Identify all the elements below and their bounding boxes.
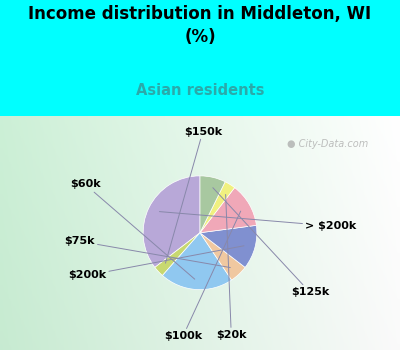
Wedge shape <box>162 233 232 289</box>
Wedge shape <box>200 182 235 233</box>
Wedge shape <box>200 225 257 267</box>
Text: $125k: $125k <box>213 188 329 298</box>
Wedge shape <box>200 176 225 233</box>
Text: $20k: $20k <box>216 195 246 340</box>
Wedge shape <box>200 233 245 280</box>
Text: $150k: $150k <box>166 126 222 263</box>
Text: $200k: $200k <box>68 246 244 280</box>
Text: ● City-Data.com: ● City-Data.com <box>287 139 369 149</box>
Wedge shape <box>155 233 200 275</box>
Text: Income distribution in Middleton, WI
(%): Income distribution in Middleton, WI (%) <box>28 5 372 46</box>
Text: $60k: $60k <box>70 180 195 279</box>
Text: $75k: $75k <box>64 236 230 267</box>
Text: $100k: $100k <box>164 211 241 341</box>
Wedge shape <box>143 176 200 267</box>
Text: > $200k: > $200k <box>160 212 356 231</box>
Text: Asian residents: Asian residents <box>136 83 264 98</box>
Wedge shape <box>200 188 256 233</box>
